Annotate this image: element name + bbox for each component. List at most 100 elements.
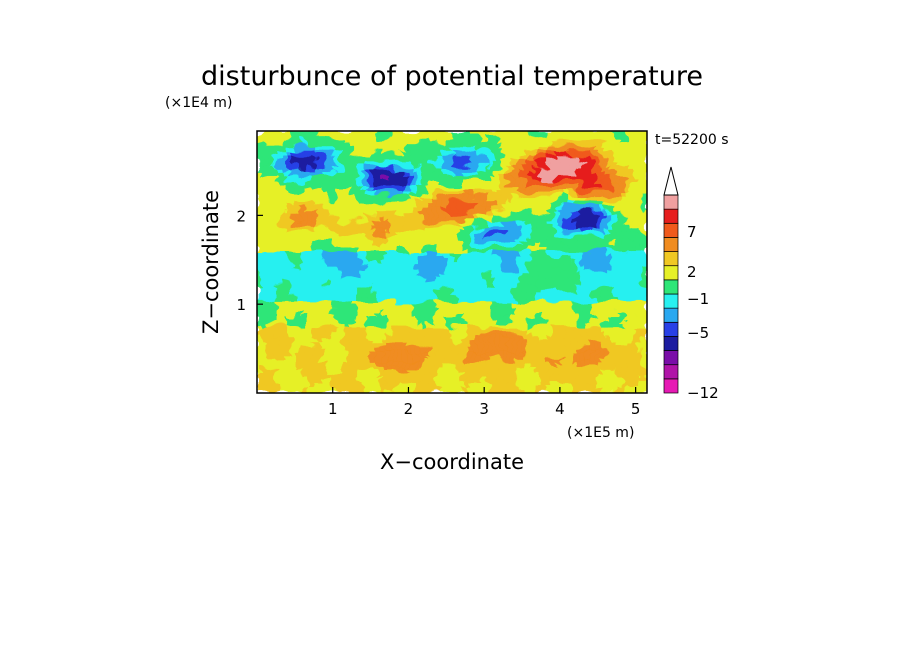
field-cell: [376, 261, 383, 268]
field-cell: [266, 251, 273, 258]
field-cell: [596, 251, 603, 258]
field-cell: [321, 337, 328, 344]
field-cell: [531, 377, 538, 384]
field-cell: [561, 357, 568, 364]
field-cell: [366, 241, 373, 248]
field-cell: [601, 296, 608, 303]
field-cell: [496, 246, 503, 253]
field-cell: [406, 362, 413, 369]
field-cell: [461, 357, 468, 364]
field-cell: [311, 231, 318, 238]
field-cell: [346, 221, 353, 228]
field-cell: [621, 170, 628, 177]
field-cell: [446, 322, 453, 328]
field-cell: [381, 155, 388, 162]
field-cell: [516, 165, 523, 172]
field-cell: [416, 327, 423, 333]
field-cell: [641, 256, 647, 263]
field-cell: [601, 236, 608, 243]
field-cell: [361, 362, 368, 369]
field-cell: [271, 175, 278, 182]
field-cell: [551, 135, 558, 142]
field-cell: [401, 165, 408, 172]
field-cell: [521, 201, 528, 207]
field-cell: [316, 271, 323, 278]
field-cell: [331, 251, 338, 258]
field-cell: [471, 221, 478, 228]
field-cell: [326, 201, 333, 207]
field-cell: [416, 281, 423, 288]
field-cell: [546, 256, 553, 263]
field-cell: [561, 180, 568, 187]
field-cell: [396, 251, 403, 258]
field-cell: [581, 150, 588, 157]
field-cell: [286, 246, 293, 253]
field-cell: [511, 241, 518, 248]
field-cell: [406, 191, 413, 197]
field-cell: [376, 131, 383, 137]
field-cell: [521, 131, 528, 137]
field-cell: [506, 165, 513, 172]
field-cell: [361, 246, 368, 253]
field-cell: [296, 186, 303, 192]
field-cell: [446, 306, 453, 313]
field-cell: [286, 165, 293, 172]
field-cell: [541, 150, 548, 157]
field-cell: [406, 317, 413, 323]
field-cell: [486, 175, 493, 182]
field-cell: [257, 362, 263, 369]
field-cell: [636, 221, 643, 228]
field-cell: [266, 352, 273, 359]
field-cell: [516, 291, 523, 298]
field-cell: [581, 372, 588, 379]
field-cell: [326, 301, 333, 308]
field-cell: [376, 382, 383, 389]
field-cell: [526, 286, 533, 293]
field-cell: [266, 191, 273, 197]
field-cell: [596, 266, 603, 273]
field-cell: [276, 311, 283, 318]
field-cell: [476, 216, 483, 223]
field-cell: [581, 236, 588, 243]
field-cell: [501, 191, 508, 197]
field-cell: [411, 180, 418, 187]
field-cell: [351, 317, 358, 323]
field-cell: [346, 256, 353, 263]
field-cell: [261, 367, 268, 374]
field-cell: [596, 201, 603, 207]
field-cell: [431, 367, 438, 374]
field-cell: [316, 191, 323, 197]
field-cell: [286, 332, 293, 338]
field-cell: [591, 377, 598, 384]
field-cell: [451, 357, 458, 364]
field-cell: [581, 281, 588, 288]
field-cell: [491, 337, 498, 344]
field-cell: [341, 342, 348, 349]
field-cell: [536, 186, 543, 192]
field-cell: [411, 352, 418, 359]
field-cell: [396, 201, 403, 207]
field-cell: [276, 155, 283, 162]
field-cell: [566, 372, 573, 379]
field-cell: [506, 286, 513, 293]
field-cell: [601, 301, 608, 308]
field-cell: [341, 256, 348, 263]
field-cell: [546, 367, 553, 374]
field-cell: [616, 216, 623, 223]
field-cell: [516, 327, 523, 333]
field-cell: [486, 377, 493, 384]
field-cell: [396, 311, 403, 318]
field-cell: [441, 231, 448, 238]
field-cell: [416, 241, 423, 248]
field-cell: [371, 145, 378, 152]
field-cell: [621, 306, 628, 313]
field-cell: [596, 165, 603, 172]
field-cell: [341, 286, 348, 293]
field-cell: [311, 342, 318, 349]
field-cell: [566, 140, 573, 147]
field-cell: [506, 211, 513, 218]
field-cell: [571, 317, 578, 323]
field-cell: [576, 201, 583, 207]
field-cell: [401, 241, 408, 248]
field-cell: [436, 301, 443, 308]
